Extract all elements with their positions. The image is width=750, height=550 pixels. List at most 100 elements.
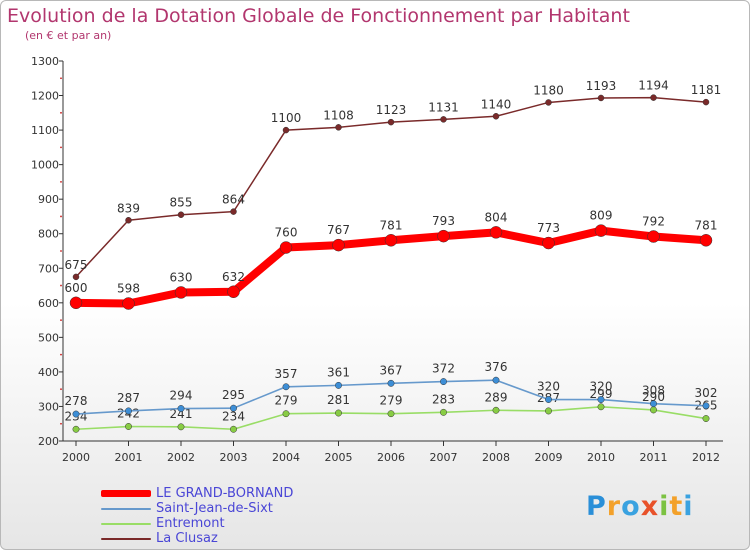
x-tick-label: 2000 <box>62 451 90 464</box>
chart-title: Evolution de la Dotation Globale de Fonc… <box>7 5 630 27</box>
x-tick-label: 2010 <box>587 451 615 464</box>
data-label: 792 <box>642 214 665 228</box>
y-tick-label: 500 <box>38 331 59 344</box>
y-minor-tick <box>60 215 62 218</box>
data-point <box>177 211 185 218</box>
data-label: 1194 <box>638 79 669 93</box>
data-point <box>177 423 185 431</box>
y-minor-tick <box>60 77 62 80</box>
data-label: 809 <box>590 209 613 223</box>
data-label: 600 <box>65 281 88 295</box>
data-point <box>227 285 240 299</box>
y-tick-label: 1200 <box>31 90 59 103</box>
y-minor-tick <box>60 284 62 287</box>
legend-swatch <box>101 523 151 525</box>
data-label: 1123 <box>376 103 407 117</box>
data-label: 598 <box>117 282 140 296</box>
data-label: 1108 <box>323 108 354 122</box>
y-minor-tick <box>60 388 62 391</box>
y-tick-label: 1100 <box>31 124 59 137</box>
x-tick-label: 2011 <box>640 451 668 464</box>
data-label: 767 <box>327 223 350 237</box>
data-label: 675 <box>65 258 88 272</box>
x-tick-label: 2006 <box>377 451 405 464</box>
data-label: 781 <box>380 218 403 232</box>
x-tick-label: 2007 <box>430 451 458 464</box>
y-tick-label: 400 <box>38 366 59 379</box>
data-point <box>387 410 395 418</box>
data-point <box>387 379 395 387</box>
data-point <box>492 376 500 384</box>
data-label: 632 <box>222 270 245 284</box>
logo-letter: r <box>606 491 622 522</box>
data-point <box>702 98 710 106</box>
data-point <box>699 234 713 247</box>
data-label: 367 <box>380 363 403 377</box>
data-label: 279 <box>275 394 298 408</box>
y-minor-tick <box>60 353 62 356</box>
data-label: 294 <box>170 389 193 403</box>
x-tick-label: 2004 <box>272 451 300 464</box>
data-label: 302 <box>695 386 718 400</box>
data-label: 241 <box>170 407 193 421</box>
data-point <box>125 407 132 415</box>
data-label: 278 <box>65 394 88 408</box>
data-label: 630 <box>170 270 193 284</box>
legend-label: Entremont <box>156 516 225 531</box>
x-tick-label: 2012 <box>692 451 720 464</box>
data-point <box>440 378 447 386</box>
data-point <box>440 116 447 123</box>
x-tick-label: 2009 <box>535 451 563 464</box>
legend-swatch <box>101 538 151 540</box>
data-point <box>282 410 290 418</box>
data-point <box>387 118 395 126</box>
y-minor-tick <box>60 250 62 252</box>
data-point <box>597 396 605 403</box>
logo-letter: x <box>640 491 660 522</box>
data-point <box>230 425 237 433</box>
x-tick-label: 2002 <box>167 451 195 464</box>
data-label: 793 <box>432 214 455 228</box>
data-point <box>545 396 552 403</box>
data-label: 308 <box>642 384 665 398</box>
data-point <box>597 94 605 102</box>
series-saint-jean-de-sixt: 278 287 294 295 357 361 367 372 376 320 320 308 302 <box>65 360 718 418</box>
data-point <box>702 402 710 410</box>
y-minor-tick <box>60 319 62 321</box>
data-point <box>72 425 80 433</box>
data-point <box>69 296 83 310</box>
data-label: 376 <box>485 360 508 374</box>
data-label: 295 <box>222 388 245 402</box>
data-point <box>650 94 657 101</box>
data-point <box>384 234 398 247</box>
data-point <box>230 404 237 412</box>
data-label: 234 <box>222 409 245 423</box>
data-point <box>122 297 135 310</box>
data-label: 299 <box>590 387 613 401</box>
y-minor-tick <box>60 146 62 149</box>
data-point <box>489 226 503 239</box>
data-label: 760 <box>275 226 298 240</box>
x-tick-label: 2008 <box>482 451 510 464</box>
y-minor-tick <box>60 111 62 114</box>
chart-subtitle: (en € et par an) <box>25 29 112 42</box>
data-point <box>492 113 500 120</box>
data-label: 320 <box>590 380 613 394</box>
data-label: 287 <box>117 391 140 405</box>
data-label: 281 <box>327 393 350 407</box>
data-point <box>650 400 657 408</box>
data-label: 320 <box>537 380 560 394</box>
data-label: 361 <box>327 365 350 379</box>
y-tick-label: 300 <box>38 400 59 413</box>
y-tick-label: 200 <box>38 435 59 448</box>
data-point <box>177 405 185 412</box>
data-point <box>492 406 500 414</box>
x-tick-label: 2001 <box>115 451 143 464</box>
series-le-grand-bornand: 600 598 630 632 760 767 781 793 804 773 809 792 781 <box>65 209 717 310</box>
data-point <box>545 99 552 106</box>
y-tick-label: 700 <box>38 262 59 275</box>
series-la-clusaz: 675 839 855 864 1100 1108 1123 1131 1140 1180 1193… <box>65 79 721 281</box>
logo-letter: o <box>621 491 641 522</box>
